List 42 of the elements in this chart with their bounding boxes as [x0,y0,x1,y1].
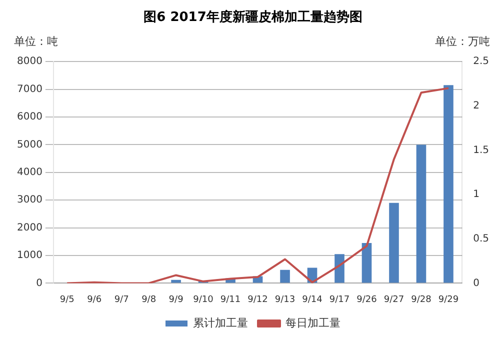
y2-tick-label: 2 [473,100,480,112]
x-tick-label: 9/9 [168,294,184,305]
x-tick-label: 9/13 [274,294,296,305]
x-tick-label: 9/28 [411,294,432,305]
y-tick-label: 8000 [16,56,42,68]
bar [416,144,426,283]
legend-label: 每日加工量 [286,316,340,330]
x-tick-label: 9/8 [142,294,156,305]
bar [444,85,454,283]
bar [362,243,372,283]
y2-tick-label: 1.5 [473,144,490,156]
chart-title: 图6 2017年度新疆皮棉加工量趋势图 [144,9,362,26]
y-tick-label: 5000 [16,139,42,150]
bar [171,280,181,283]
x-tick-label: 9/6 [87,294,102,305]
bar [280,270,290,283]
y-tick-label: 4000 [16,166,42,178]
bar [334,254,344,283]
legend-label: 累计加工量 [193,316,248,330]
y2-tick-label: 0.5 [473,233,490,244]
x-tick-label: 9/14 [302,294,323,305]
x-tick-label: 9/29 [438,294,459,305]
y-tick-label: 6000 [16,112,42,123]
y-tick-label: 1000 [16,250,42,262]
y2-tick-label: 2.5 [473,56,490,68]
y2-tick-label: 1 [473,189,480,200]
y-tick-label: 2000 [16,222,42,234]
bar [389,202,399,283]
y-tick-label: 0 [36,278,42,289]
x-tick-label: 9/17 [329,294,350,305]
y-tick-label: 7000 [16,84,42,95]
x-tick-label: 9/12 [248,294,268,305]
x-tick-label: 9/5 [60,294,74,305]
x-tick-label: 9/27 [384,294,404,305]
x-tick-label: 9/26 [356,294,378,305]
x-tick-label: 9/10 [193,294,214,305]
y2-axis-title: 单位：万吨 [435,34,490,48]
y2-tick-label: 0 [473,278,480,289]
y-tick-label: 3000 [16,194,42,206]
x-tick-label: 9/7 [114,294,129,305]
x-tick-label: 9/11 [220,294,241,305]
y-axis-title: 单位：吨 [14,34,58,48]
